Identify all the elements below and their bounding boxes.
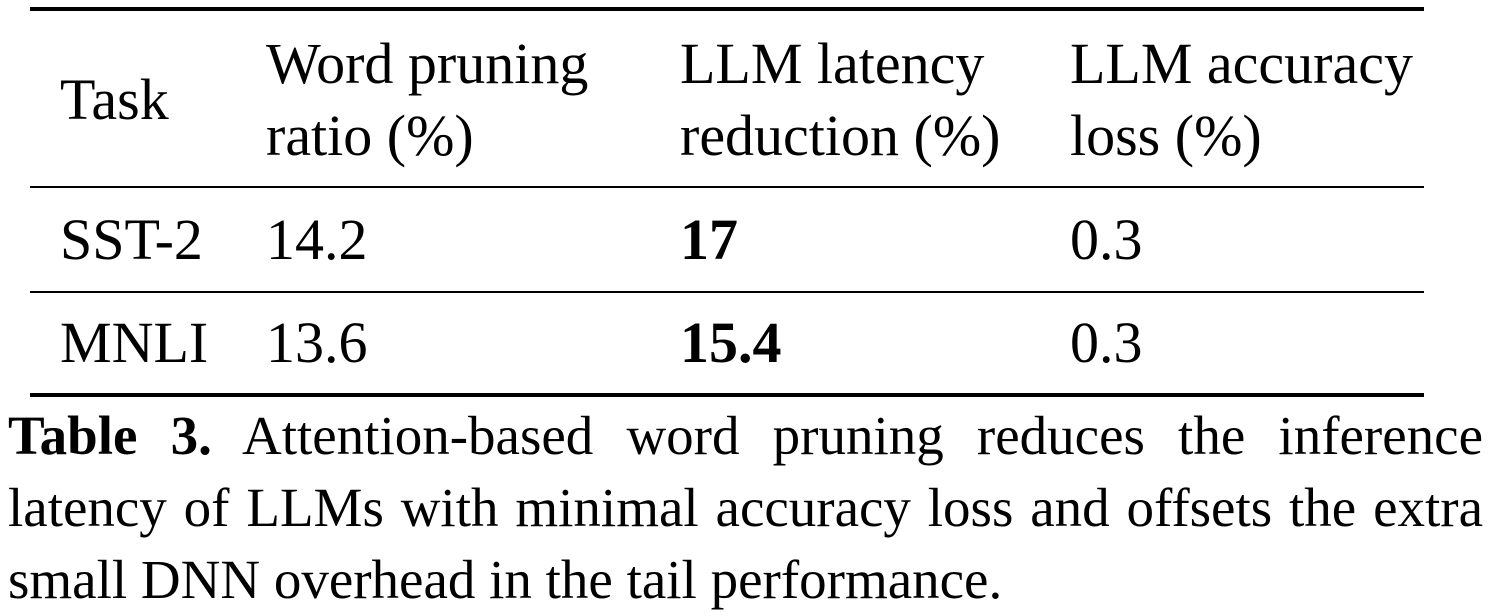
table-row-sst2-pruning-ratio: 14.2	[266, 207, 368, 272]
table-row-mnli-pruning-ratio: 13.6	[266, 310, 368, 375]
table-caption: Table 3. Attention-based word pruning re…	[8, 400, 1483, 616]
header-pruning-ratio-line2: ratio (%)	[266, 103, 474, 168]
header-latency-reduction-line2: reduction (%)	[680, 103, 1001, 168]
header-latency-reduction-line1: LLM latency	[680, 31, 985, 96]
caption-label: Table 3.	[8, 405, 212, 466]
table-bottom-rule	[30, 393, 1424, 397]
table-row-mnli-task: MNLI	[60, 310, 209, 375]
table-row-sst2-accuracy-loss: 0.3	[1070, 207, 1143, 272]
table-row-mnli-accuracy-loss: 0.3	[1070, 310, 1143, 375]
caption-text: Attention-based word pruning reduces the…	[8, 405, 1483, 610]
table-header-rule	[30, 186, 1424, 188]
header-accuracy-loss-line1: LLM accuracy	[1070, 31, 1413, 96]
table-row-sst2-latency-reduction: 17	[680, 207, 738, 272]
table-top-rule	[30, 7, 1424, 11]
header-task: Task	[60, 67, 169, 132]
header-accuracy-loss-line2: loss (%)	[1070, 103, 1262, 168]
table-row-sst2-task: SST-2	[60, 207, 203, 272]
header-pruning-ratio-line1: Word pruning	[266, 31, 589, 96]
table-row-rule	[30, 291, 1424, 293]
table-row-mnli-latency-reduction: 15.4	[680, 310, 782, 375]
